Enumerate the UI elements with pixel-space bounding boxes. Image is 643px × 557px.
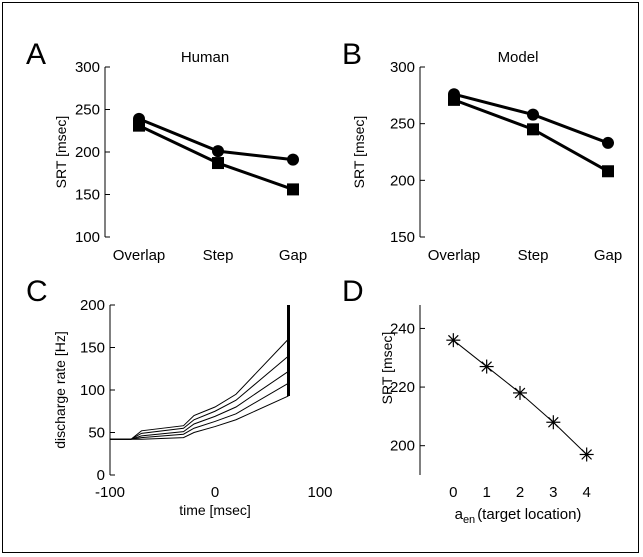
panel-c-xtick-label: 0: [211, 484, 219, 501]
panel-b-ylabel: SRT [msec]: [351, 116, 367, 189]
asterisk-stroke: [481, 361, 492, 372]
panel-a-circle-marker: [212, 145, 224, 158]
asterisk-stroke: [548, 416, 559, 428]
panel-d-ytick-label: 240: [390, 320, 415, 337]
panel-a-ylabel: SRT [msec]: [53, 116, 69, 189]
panel-a-title: Human: [181, 49, 229, 66]
panel-a-ytick-label: 250: [75, 102, 100, 119]
panel-d-ylabel: SRT [msec]: [379, 332, 395, 405]
asterisk-stroke: [448, 334, 459, 346]
panel-a-square-marker: [212, 157, 224, 170]
panel-a-ytick-label: 200: [75, 144, 100, 161]
panel-d-ytick-label: 200: [390, 438, 415, 455]
panel-b-ytick-label: 300: [390, 59, 415, 76]
panel-a: A Human SRT [msec] 100 150 200 250 300 Overla…: [26, 38, 307, 264]
panel-d-xtick-label: 4: [582, 484, 590, 501]
panel-b-xtick-label: Step: [518, 247, 549, 264]
panel-letter-a: A: [26, 38, 46, 71]
panel-a-square-marker: [133, 119, 145, 132]
panel-c-ylabel: discharge rate [Hz]: [52, 331, 68, 449]
panel-c-xlabel: time [msec]: [179, 502, 251, 518]
panel-a-xtick-label: Step: [203, 247, 234, 264]
panel-c-trace-line: [110, 370, 289, 440]
panel-d-asterisk-marker: [513, 385, 527, 400]
panel-b: B Model SRT [msec] 150 200 250 300 Overlap St…: [342, 38, 622, 264]
panel-c-xtick-label: -100: [95, 484, 125, 501]
panel-a-ytick-label: 150: [75, 187, 100, 204]
panel-b-square-marker: [602, 165, 614, 178]
panel-b-ytick-label: 150: [390, 229, 415, 246]
panel-c-ytick-label: 100: [80, 382, 105, 399]
panel-letter-c: C: [26, 275, 48, 308]
panel-b-circle-marker: [602, 136, 614, 149]
panel-a-circle-marker: [287, 153, 299, 166]
panel-b-xtick-label: Overlap: [428, 247, 481, 264]
panel-c-ytick-label: 150: [80, 340, 105, 357]
panel-letter-d: D: [342, 275, 364, 308]
panel-b-circle-marker: [527, 108, 539, 121]
panel-d-xlabel-sub: en: [463, 514, 475, 526]
panel-c-trace-line: [110, 395, 289, 440]
panel-letter-b: B: [342, 38, 362, 71]
panel-d-xtick-label: 0: [449, 484, 457, 501]
panel-d: D SRT [msec] aen (target location) 200 220…: [342, 275, 594, 526]
panel-a-xtick-label: Gap: [279, 247, 307, 264]
panel-d-asterisk-marker: [546, 415, 561, 430]
figure-frame: [2, 2, 639, 553]
panel-d-xtick-label: 1: [482, 484, 490, 501]
panel-d-plot: 200 220 240 0 1 2 3 4: [390, 305, 594, 501]
panel-a-square-marker: [287, 183, 299, 196]
panel-d-asterisk-marker: [579, 447, 594, 462]
asterisk-stroke: [581, 449, 592, 460]
panel-b-ytick-label: 200: [390, 172, 415, 189]
panel-b-xtick-label: Gap: [594, 247, 622, 264]
panel-c: C discharge rate [Hz] time [msec] 0 50 100…: [26, 275, 333, 518]
panel-b-plot: 150 200 250 300 Overlap Step Gap: [390, 59, 622, 264]
panel-d-xlabel: aen (target location): [455, 506, 582, 526]
panel-d-xtick-label: 2: [516, 484, 524, 501]
panel-c-ytick-label: 0: [97, 467, 105, 484]
panel-c-xtick-label: 100: [307, 484, 332, 501]
panel-b-square-marker: [527, 123, 539, 136]
panel-b-square-marker: [448, 93, 460, 106]
panel-b-title: Model: [498, 49, 539, 66]
panel-a-ytick-label: 100: [75, 229, 100, 246]
panel-d-xtick-label: 3: [549, 484, 557, 501]
panel-a-xtick-label: Overlap: [113, 247, 166, 264]
asterisk-stroke: [514, 387, 526, 399]
panel-d-ytick-label: 220: [390, 379, 415, 396]
panel-a-ytick-label: 300: [75, 59, 100, 76]
panel-c-ytick-label: 200: [80, 297, 105, 314]
panel-c-ytick-label: 50: [88, 425, 105, 442]
panel-d-asterisk-marker: [479, 359, 494, 374]
panel-d-xlabel-rest: (target location): [477, 506, 581, 523]
panel-d-xlabel-main: a: [455, 506, 464, 523]
panel-b-ytick-label: 250: [390, 116, 415, 133]
panel-a-plot: 100 150 200 250 300 Overlap Step Gap: [75, 59, 307, 264]
panel-d-asterisk-marker: [446, 333, 461, 348]
